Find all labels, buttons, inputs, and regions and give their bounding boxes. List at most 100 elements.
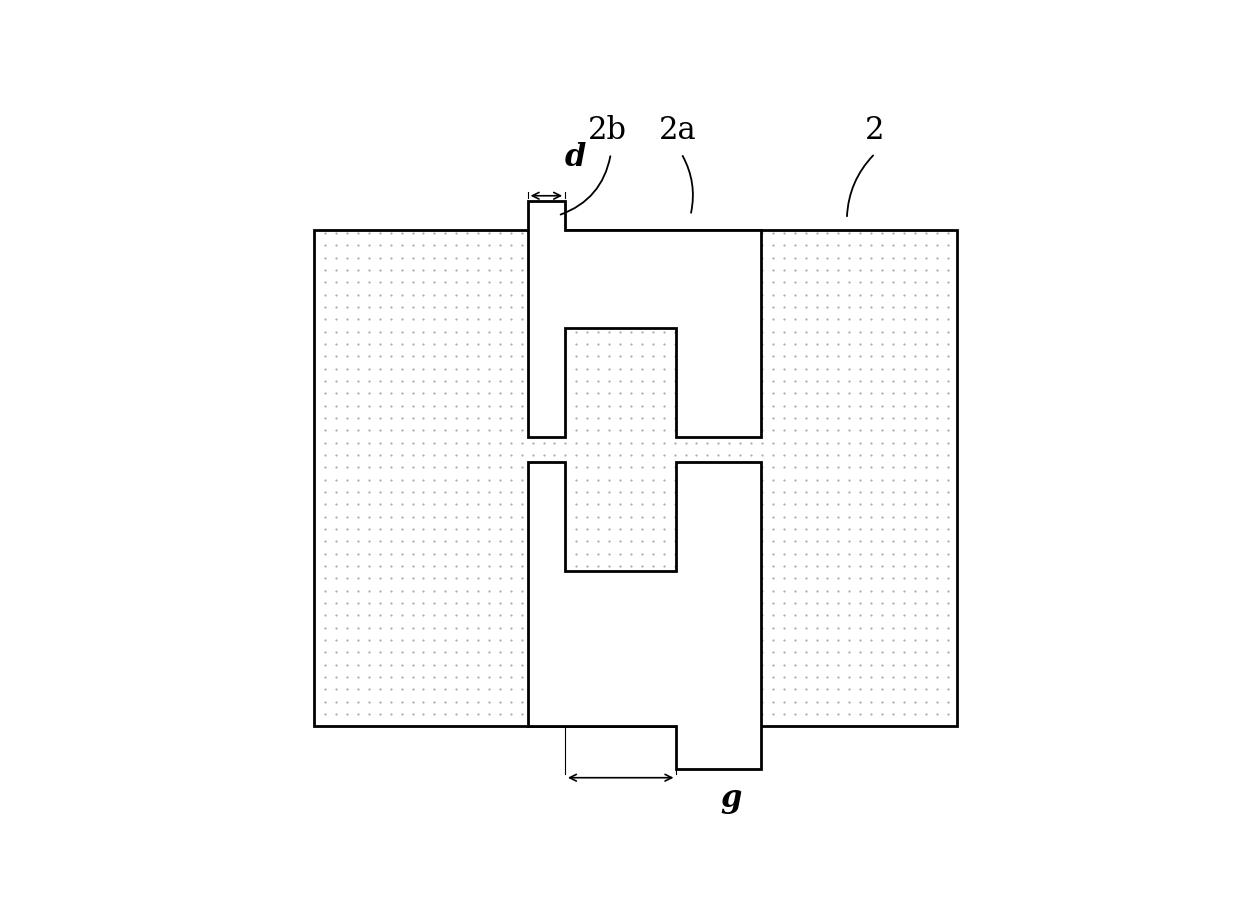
Point — [851, 411, 870, 425]
Point — [358, 447, 378, 462]
Point — [413, 226, 433, 241]
Point — [567, 423, 587, 437]
Point — [742, 361, 761, 376]
Point — [599, 275, 619, 290]
Point — [621, 436, 641, 450]
Point — [687, 238, 707, 253]
Point — [828, 436, 848, 450]
Point — [403, 460, 423, 475]
Point — [621, 522, 641, 536]
Point — [742, 349, 761, 363]
Point — [905, 546, 925, 561]
Point — [544, 620, 564, 635]
Point — [381, 275, 401, 290]
Point — [326, 682, 346, 696]
Point — [894, 608, 914, 622]
Point — [490, 337, 510, 351]
Point — [719, 584, 739, 598]
Point — [807, 620, 827, 635]
Point — [742, 287, 761, 302]
Point — [742, 571, 761, 586]
Point — [348, 349, 368, 363]
Point — [719, 386, 739, 401]
Point — [796, 386, 816, 401]
Point — [916, 386, 936, 401]
Point — [807, 373, 827, 388]
Point — [469, 460, 489, 475]
Text: 2a: 2a — [658, 115, 697, 146]
Point — [446, 534, 466, 549]
Point — [358, 226, 378, 241]
Point — [403, 485, 423, 500]
Point — [435, 620, 455, 635]
Point — [883, 411, 903, 425]
Point — [851, 423, 870, 437]
Point — [621, 226, 641, 241]
Point — [610, 411, 630, 425]
Point — [642, 620, 662, 635]
Point — [501, 559, 521, 574]
Point — [381, 645, 401, 660]
Point — [435, 373, 455, 388]
Point — [599, 251, 619, 265]
Point — [326, 657, 346, 672]
Point — [544, 497, 564, 511]
Point — [926, 485, 946, 500]
Point — [730, 447, 750, 462]
Point — [862, 447, 882, 462]
Point — [916, 411, 936, 425]
Point — [490, 485, 510, 500]
Point — [774, 632, 794, 647]
Point — [512, 682, 532, 696]
Point — [839, 571, 859, 586]
Point — [839, 436, 859, 450]
Point — [665, 657, 684, 672]
Point — [653, 571, 673, 586]
Point — [424, 251, 444, 265]
Point — [403, 312, 423, 327]
Point — [556, 559, 575, 574]
Point — [392, 510, 412, 524]
Point — [763, 411, 782, 425]
Point — [435, 657, 455, 672]
Point — [862, 386, 882, 401]
Point — [697, 263, 717, 277]
Point — [839, 349, 859, 363]
Point — [862, 485, 882, 500]
Point — [751, 559, 771, 574]
Point — [446, 632, 466, 647]
Point — [413, 559, 433, 574]
Point — [544, 447, 564, 462]
Point — [708, 472, 728, 487]
Point — [763, 460, 782, 475]
Point — [742, 522, 761, 536]
Point — [479, 608, 498, 622]
Point — [544, 226, 564, 241]
Point — [785, 571, 805, 586]
Point — [632, 559, 652, 574]
Point — [697, 632, 717, 647]
Point — [413, 571, 433, 586]
Point — [578, 694, 598, 709]
Point — [632, 472, 652, 487]
Point — [599, 682, 619, 696]
Point — [697, 287, 717, 302]
Point — [392, 337, 412, 351]
Point — [872, 472, 892, 487]
Point — [315, 559, 335, 574]
Point — [796, 657, 816, 672]
Point — [567, 238, 587, 253]
Point — [490, 559, 510, 574]
Point — [523, 546, 543, 561]
Point — [413, 275, 433, 290]
Point — [796, 436, 816, 450]
Point — [337, 411, 357, 425]
Point — [469, 287, 489, 302]
Point — [512, 460, 532, 475]
Point — [828, 472, 848, 487]
Point — [894, 645, 914, 660]
Point — [392, 546, 412, 561]
Point — [665, 238, 684, 253]
Point — [916, 510, 936, 524]
Point — [621, 546, 641, 561]
